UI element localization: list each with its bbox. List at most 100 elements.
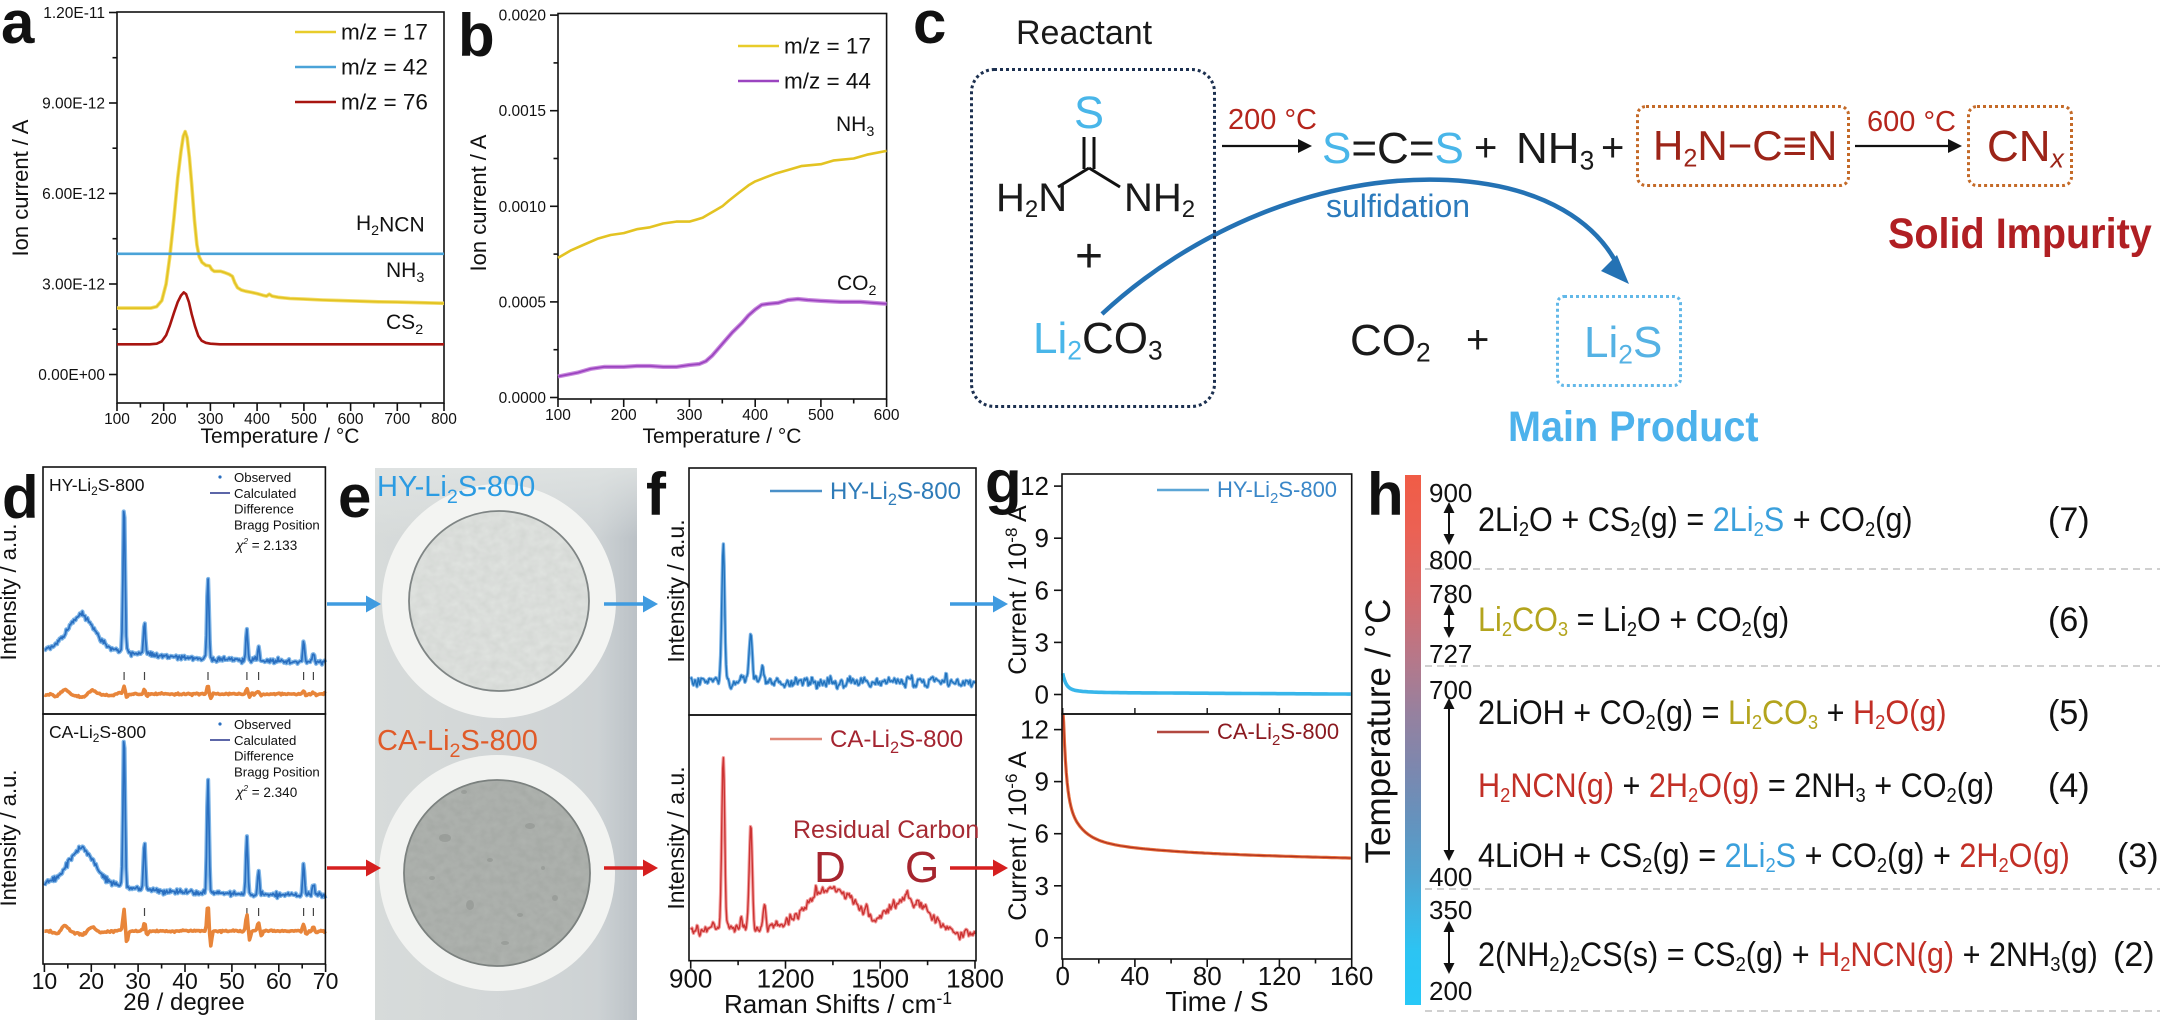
svg-text:3: 3 xyxy=(1035,627,1049,657)
svg-text:Observed: Observed xyxy=(234,470,291,485)
svg-text:CO2: CO2 xyxy=(837,272,877,299)
svg-text:m/z = 17: m/z = 17 xyxy=(784,34,871,59)
svg-text:20: 20 xyxy=(79,968,105,994)
svg-text:9.00E-12: 9.00E-12 xyxy=(42,96,105,113)
svg-text:Calculated: Calculated xyxy=(234,486,296,501)
svg-text:Raman Shifts / cm-1: Raman Shifts / cm-1 xyxy=(724,988,952,1019)
svg-text:Difference: Difference xyxy=(234,502,294,517)
svg-text:600: 600 xyxy=(338,411,364,428)
svg-text:m/z = 76: m/z = 76 xyxy=(341,90,428,115)
svg-text:1500: 1500 xyxy=(851,964,909,994)
svg-text:3: 3 xyxy=(1035,871,1049,901)
svg-text:Bragg Position: Bragg Position xyxy=(234,517,320,532)
svg-text:6: 6 xyxy=(1035,819,1049,849)
svg-text:Ion current / A: Ion current / A xyxy=(466,134,491,271)
svg-text:70: 70 xyxy=(313,968,339,994)
svg-text:0: 0 xyxy=(1055,961,1069,991)
svg-text:12: 12 xyxy=(1020,471,1049,501)
svg-text:Calculated: Calculated xyxy=(234,733,296,748)
svg-text:80: 80 xyxy=(1193,961,1222,991)
svg-text:a: a xyxy=(1,0,35,56)
svg-text:NH3: NH3 xyxy=(386,259,424,286)
svg-text:CA-Li2S-800: CA-Li2S-800 xyxy=(49,722,146,745)
svg-text:D: D xyxy=(814,843,846,892)
svg-text:10: 10 xyxy=(32,968,58,994)
svg-text:40: 40 xyxy=(1120,961,1149,991)
svg-text:0.0010: 0.0010 xyxy=(499,199,547,216)
svg-text:1200: 1200 xyxy=(757,964,815,994)
svg-text:HY-Li2S-800: HY-Li2S-800 xyxy=(1217,477,1337,507)
svg-text:CS2: CS2 xyxy=(386,311,423,338)
svg-text:H2NCN: H2NCN xyxy=(356,212,425,239)
svg-text:Time / S: Time / S xyxy=(1165,986,1268,1017)
svg-text:0.0015: 0.0015 xyxy=(499,103,546,120)
svg-text:120: 120 xyxy=(1258,961,1301,991)
svg-text:χ2 = 2.340: χ2 = 2.340 xyxy=(235,783,297,800)
svg-text:CA-Li2S-800: CA-Li2S-800 xyxy=(830,726,963,757)
svg-text:0.00E+00: 0.00E+00 xyxy=(38,367,105,384)
svg-text:30: 30 xyxy=(125,968,151,994)
svg-text:Residual Carbon: Residual Carbon xyxy=(793,816,979,844)
svg-text:Intensity / a.u.: Intensity / a.u. xyxy=(0,770,21,907)
svg-text:200: 200 xyxy=(611,407,637,424)
svg-text:0: 0 xyxy=(1035,923,1049,953)
svg-text:m/z = 42: m/z = 42 xyxy=(341,55,428,80)
svg-text:0: 0 xyxy=(1035,680,1049,710)
svg-text:160: 160 xyxy=(1330,961,1373,991)
svg-text:1800: 1800 xyxy=(946,964,1004,994)
svg-text:Temperature / °C: Temperature / °C xyxy=(1359,599,1398,864)
svg-text:f: f xyxy=(646,461,667,528)
svg-text:700: 700 xyxy=(384,411,410,428)
svg-text:Bragg Position: Bragg Position xyxy=(234,764,320,779)
svg-text:3.00E-12: 3.00E-12 xyxy=(42,277,105,294)
svg-text:500: 500 xyxy=(808,407,834,424)
svg-text:Ion current / A: Ion current / A xyxy=(8,119,33,256)
svg-text:Temperature / °C: Temperature / °C xyxy=(643,425,802,448)
svg-text:40: 40 xyxy=(172,968,198,994)
svg-text:Difference: Difference xyxy=(234,749,294,764)
svg-text:m/z = 44: m/z = 44 xyxy=(784,69,871,94)
svg-text:300: 300 xyxy=(676,407,702,424)
svg-text:0.0005: 0.0005 xyxy=(499,294,546,311)
svg-text:CA-Li2S-800: CA-Li2S-800 xyxy=(1217,719,1339,749)
svg-text:1.20E-11: 1.20E-11 xyxy=(43,5,105,22)
svg-text:Intensity / a.u.: Intensity / a.u. xyxy=(0,524,21,661)
svg-text:d: d xyxy=(2,464,39,531)
svg-text:6.00E-12: 6.00E-12 xyxy=(42,186,105,203)
svg-text:e: e xyxy=(338,463,371,530)
svg-text:2θ / degree: 2θ / degree xyxy=(123,989,244,1016)
svg-text:400: 400 xyxy=(244,411,270,428)
svg-text:0.0000: 0.0000 xyxy=(499,390,547,407)
svg-text:m/z = 17: m/z = 17 xyxy=(341,20,428,45)
svg-text:HY-Li2S-800: HY-Li2S-800 xyxy=(830,478,961,509)
svg-text:500: 500 xyxy=(291,411,317,428)
svg-text:Current / 10-6 A: Current / 10-6 A xyxy=(1002,751,1032,921)
svg-text:600: 600 xyxy=(874,407,900,424)
svg-text:h: h xyxy=(1367,461,1404,528)
svg-text:6: 6 xyxy=(1035,575,1049,605)
svg-text:CA-Li2S-800: CA-Li2S-800 xyxy=(377,725,538,762)
svg-text:Temperature / °C: Temperature / °C xyxy=(201,425,360,448)
svg-text:900: 900 xyxy=(669,964,712,994)
svg-text:Intensity / a.u.: Intensity / a.u. xyxy=(663,766,689,909)
svg-text:400: 400 xyxy=(742,407,768,424)
svg-text:NH3: NH3 xyxy=(836,113,874,140)
svg-text:60: 60 xyxy=(266,968,292,994)
svg-text:G: G xyxy=(905,843,939,892)
svg-text:Intensity / a.u.: Intensity / a.u. xyxy=(663,519,689,662)
svg-text:12: 12 xyxy=(1020,715,1049,745)
svg-text:100: 100 xyxy=(545,407,571,424)
svg-text:χ2 = 2.133: χ2 = 2.133 xyxy=(235,536,297,553)
svg-text:Current / 10-8 A: Current / 10-8 A xyxy=(1002,505,1032,675)
svg-text:b: b xyxy=(458,2,495,69)
svg-text:0.0020: 0.0020 xyxy=(499,8,547,25)
svg-text:9: 9 xyxy=(1035,523,1049,553)
svg-text:c: c xyxy=(913,0,946,56)
svg-text:50: 50 xyxy=(219,968,245,994)
svg-text:300: 300 xyxy=(197,411,223,428)
svg-text:HY-Li2S-800: HY-Li2S-800 xyxy=(49,475,145,498)
svg-text:200: 200 xyxy=(151,411,177,428)
svg-text:800: 800 xyxy=(431,411,457,428)
svg-text:9: 9 xyxy=(1035,767,1049,797)
svg-text:g: g xyxy=(985,448,1022,515)
